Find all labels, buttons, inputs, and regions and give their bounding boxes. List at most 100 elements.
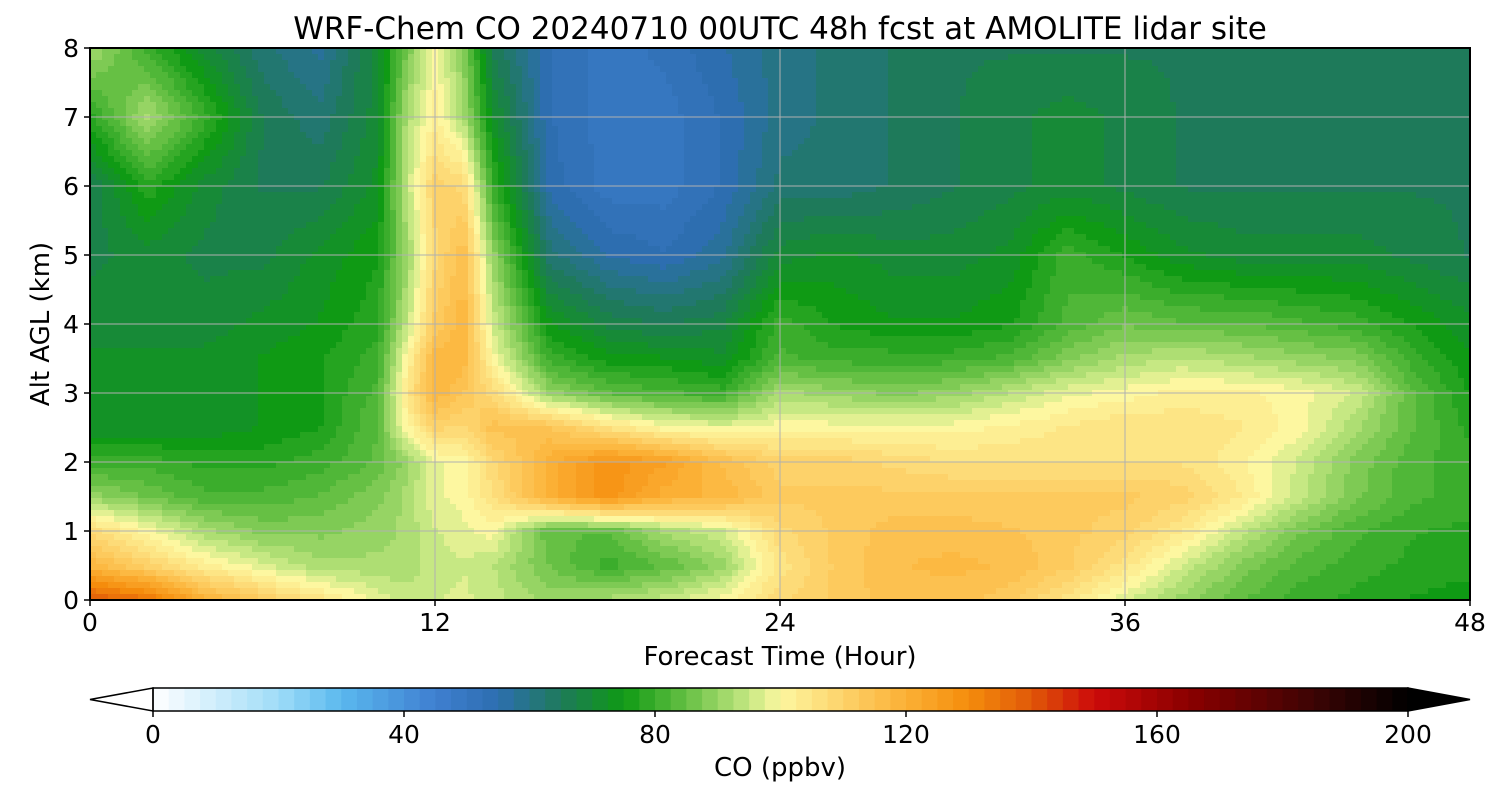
field-cell xyxy=(96,54,103,61)
field-cell xyxy=(294,66,301,73)
field-cell xyxy=(1404,60,1411,67)
field-cell xyxy=(1224,72,1231,79)
field-cell xyxy=(564,90,571,97)
field-cell xyxy=(1416,84,1423,91)
field-cell xyxy=(864,66,871,73)
field-cell xyxy=(966,66,973,73)
field-cell xyxy=(528,102,535,109)
field-cell xyxy=(360,66,367,73)
field-cell xyxy=(990,84,997,91)
field-cell xyxy=(138,96,145,103)
field-cell xyxy=(1134,54,1141,61)
field-cell xyxy=(1056,54,1063,61)
field-cell xyxy=(1110,78,1117,85)
field-cell xyxy=(348,60,355,67)
field-cell xyxy=(468,66,475,73)
field-cell xyxy=(1386,90,1393,97)
field-cell xyxy=(228,90,235,97)
field-cell xyxy=(606,90,613,97)
field-cell xyxy=(342,102,349,109)
field-cell xyxy=(972,54,979,61)
field-cell xyxy=(384,66,391,73)
field-cell xyxy=(390,102,397,109)
field-cell xyxy=(126,84,133,91)
field-cell xyxy=(258,60,265,67)
field-cell xyxy=(426,72,433,79)
field-cell xyxy=(390,90,397,97)
field-cell xyxy=(612,66,619,73)
field-cell xyxy=(1128,96,1135,103)
field-cell xyxy=(1014,60,1021,67)
field-cell xyxy=(780,60,787,67)
field-cell xyxy=(330,96,337,103)
field-cell xyxy=(168,102,175,109)
field-cell xyxy=(930,84,937,91)
field-cell xyxy=(120,54,127,61)
field-cell xyxy=(696,54,703,61)
field-cell xyxy=(336,54,343,61)
field-cell xyxy=(924,84,931,91)
field-cell xyxy=(792,78,799,85)
field-cell xyxy=(984,72,991,79)
field-cell xyxy=(414,54,421,61)
field-cell xyxy=(678,90,685,97)
field-cell xyxy=(1092,96,1099,103)
field-cell xyxy=(1140,60,1147,67)
field-cell xyxy=(1272,66,1279,73)
field-cell xyxy=(732,72,739,79)
field-cell xyxy=(942,54,949,61)
field-cell xyxy=(228,84,235,91)
field-cell xyxy=(1428,66,1435,73)
field-cell xyxy=(1260,66,1267,73)
field-cell xyxy=(450,60,457,67)
field-cell xyxy=(324,78,331,85)
field-cell xyxy=(120,84,127,91)
field-cell xyxy=(1326,66,1333,73)
field-cell xyxy=(294,96,301,103)
field-cell xyxy=(342,90,349,97)
field-cell xyxy=(186,72,193,79)
field-cell xyxy=(342,84,349,91)
field-cell xyxy=(348,78,355,85)
field-cell xyxy=(1224,54,1231,61)
field-cell xyxy=(1392,78,1399,85)
field-cell xyxy=(864,90,871,97)
field-cell xyxy=(810,96,817,103)
field-cell xyxy=(1080,90,1087,97)
field-cell xyxy=(666,72,673,79)
field-cell xyxy=(612,54,619,61)
field-cell xyxy=(1008,84,1015,91)
field-cell xyxy=(978,84,985,91)
field-cell xyxy=(210,60,217,67)
field-cell xyxy=(462,54,469,61)
field-cell xyxy=(126,78,133,85)
field-cell xyxy=(540,90,547,97)
field-cell xyxy=(984,60,991,67)
field-cell xyxy=(702,78,709,85)
field-cell xyxy=(582,54,589,61)
field-cell xyxy=(1422,84,1429,91)
field-cell xyxy=(714,96,721,103)
field-cell xyxy=(1194,78,1201,85)
field-cell xyxy=(96,72,103,79)
field-cell xyxy=(222,54,229,61)
field-cell xyxy=(1176,78,1183,85)
field-cell xyxy=(1242,78,1249,85)
field-cell xyxy=(696,96,703,103)
field-cell xyxy=(186,102,193,109)
field-cell xyxy=(1452,90,1459,97)
field-cell xyxy=(570,96,577,103)
field-cell xyxy=(534,78,541,85)
field-cell xyxy=(870,60,877,67)
field-cell xyxy=(1284,96,1291,103)
field-cell xyxy=(666,90,673,97)
field-cell xyxy=(942,66,949,73)
field-cell xyxy=(1434,66,1441,73)
field-cell xyxy=(1242,96,1249,103)
field-cell xyxy=(1446,60,1453,67)
field-cell xyxy=(984,84,991,91)
field-cell xyxy=(138,72,145,79)
field-cell xyxy=(804,90,811,97)
field-cell xyxy=(930,54,937,61)
field-cell xyxy=(1266,78,1273,85)
